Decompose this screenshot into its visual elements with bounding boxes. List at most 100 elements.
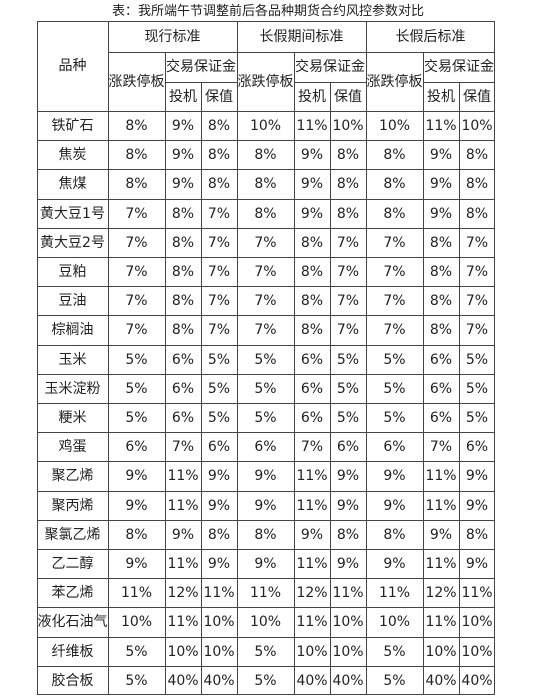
table-cell-value: 7% <box>254 234 277 251</box>
table-cell-value: 8% <box>429 292 453 309</box>
table-gridline <box>37 666 495 667</box>
table-cell-value: 5% <box>383 409 406 426</box>
table-cell-value: 6% <box>171 380 195 397</box>
table-cell-value: 9% <box>336 555 360 572</box>
table-cell-value: 8% <box>383 205 406 222</box>
table-cell-value: 9% <box>300 205 324 222</box>
table-cell-value: 11% <box>167 497 199 514</box>
table-cell-value: 5% <box>465 409 489 426</box>
table-cell-value: 11% <box>425 117 457 134</box>
table-gridline <box>37 169 495 170</box>
table-cell-value: 8% <box>171 292 195 309</box>
row-variety-name: 玉米淀粉 <box>44 380 101 397</box>
table-cell-value: 40% <box>167 672 199 689</box>
table-cell-value: 8% <box>300 292 324 309</box>
table-cell-value: 5% <box>465 351 489 368</box>
table-gridline <box>37 549 495 550</box>
table-cell-value: 8% <box>383 146 406 163</box>
table-cell-value: 8% <box>429 322 453 338</box>
table-cell-value: 8% <box>125 526 148 543</box>
table-cell-value: 11% <box>332 584 364 601</box>
header-group: 长假期间标准 <box>259 28 344 45</box>
table-cell-value: 9% <box>254 497 277 514</box>
row-variety-name: 粳米 <box>58 409 87 426</box>
table-cell-value: 7% <box>125 322 148 338</box>
table-cell-value: 8% <box>336 146 360 163</box>
table-cell-value: 11% <box>167 555 199 572</box>
table-cell-value: 5% <box>125 643 148 660</box>
table-cell-value: 5% <box>336 380 360 397</box>
table-cell-value: 9% <box>429 526 453 543</box>
row-variety-name: 苯乙烯 <box>51 584 94 601</box>
table-cell-value: 6% <box>254 438 277 455</box>
header-group: 长假后标准 <box>395 28 466 45</box>
table-cell-value: 10% <box>332 614 364 630</box>
table-gridline <box>494 21 495 695</box>
table-cell-value: 10% <box>378 614 411 630</box>
table-cell-value: 8% <box>171 263 195 280</box>
table-gridline <box>37 140 495 141</box>
table-cell-value: 40% <box>332 672 364 689</box>
table-cell-value: 7% <box>254 322 277 338</box>
table-cell-value: 9% <box>300 176 324 192</box>
row-variety-name: 棕榈油 <box>51 322 94 338</box>
table-gridline <box>37 315 495 316</box>
table-cell-value: 9% <box>383 497 406 514</box>
table-gridline <box>423 82 495 83</box>
table-cell-value: 8% <box>465 146 489 163</box>
table-gridline <box>37 694 495 695</box>
table-gridline <box>37 228 495 229</box>
table-cell-value: 11% <box>167 614 199 630</box>
table-gridline <box>165 82 237 83</box>
table-cell-value: 7% <box>383 322 406 338</box>
table-cell-value: 6% <box>336 438 360 455</box>
row-variety-name: 黄大豆2号 <box>40 234 105 251</box>
table-cell-value: 9% <box>383 468 406 484</box>
table-cell-value: 11% <box>203 584 235 601</box>
table-cell-value: 10% <box>332 643 364 660</box>
table-cell-value: 7% <box>465 234 489 251</box>
header-spec: 投机 <box>427 88 455 105</box>
table-cell-value: 10% <box>120 614 153 630</box>
table-cell-value: 10% <box>167 643 199 660</box>
table-cell-value: 10% <box>296 643 328 660</box>
table-cell-value: 7% <box>125 205 148 222</box>
table-cell-value: 7% <box>207 292 231 309</box>
table-cell-value: 11% <box>296 497 328 514</box>
table-gridline <box>37 199 495 200</box>
table-cell-value: 11% <box>425 555 457 572</box>
table-cell-value: 11% <box>296 117 328 134</box>
table-cell-value: 10% <box>461 614 493 630</box>
row-variety-name: 焦炭 <box>58 146 87 163</box>
row-variety-name: 焦煤 <box>58 176 87 192</box>
header-spec: 投机 <box>169 88 197 105</box>
table-cell-value: 8% <box>254 526 277 543</box>
header-margin: 交易保证金 <box>166 59 236 75</box>
table-cell-value: 40% <box>425 672 457 689</box>
table-cell-value: 11% <box>425 497 457 514</box>
table-cell-value: 8% <box>336 526 360 543</box>
table-cell-value: 7% <box>336 292 360 309</box>
row-variety-name: 聚丙烯 <box>51 497 94 514</box>
table-cell-value: 7% <box>336 234 360 251</box>
table-cell-value: 5% <box>254 672 277 689</box>
table-gridline <box>37 286 495 287</box>
header-variety: 品种 <box>58 58 87 74</box>
header-limit: 涨跌停板 <box>108 73 165 90</box>
table-gridline <box>37 21 38 695</box>
table-cell-value: 9% <box>383 555 406 572</box>
table-cell-value: 7% <box>207 263 231 280</box>
table-cell-value: 6% <box>429 409 453 426</box>
table-cell-value: 9% <box>429 146 453 163</box>
table-cell-value: 8% <box>300 263 324 280</box>
table-cell-value: 5% <box>383 380 406 397</box>
table-cell-value: 10% <box>425 643 457 660</box>
table-cell-value: 8% <box>383 526 406 543</box>
table-cell-value: 11% <box>249 584 282 601</box>
header-hedge: 保值 <box>463 88 491 105</box>
table-cell-value: 6% <box>171 351 195 368</box>
table-cell-value: 8% <box>171 205 195 222</box>
table-cell-value: 40% <box>461 672 493 689</box>
table-gridline <box>37 637 495 638</box>
row-variety-name: 聚乙烯 <box>51 468 94 484</box>
